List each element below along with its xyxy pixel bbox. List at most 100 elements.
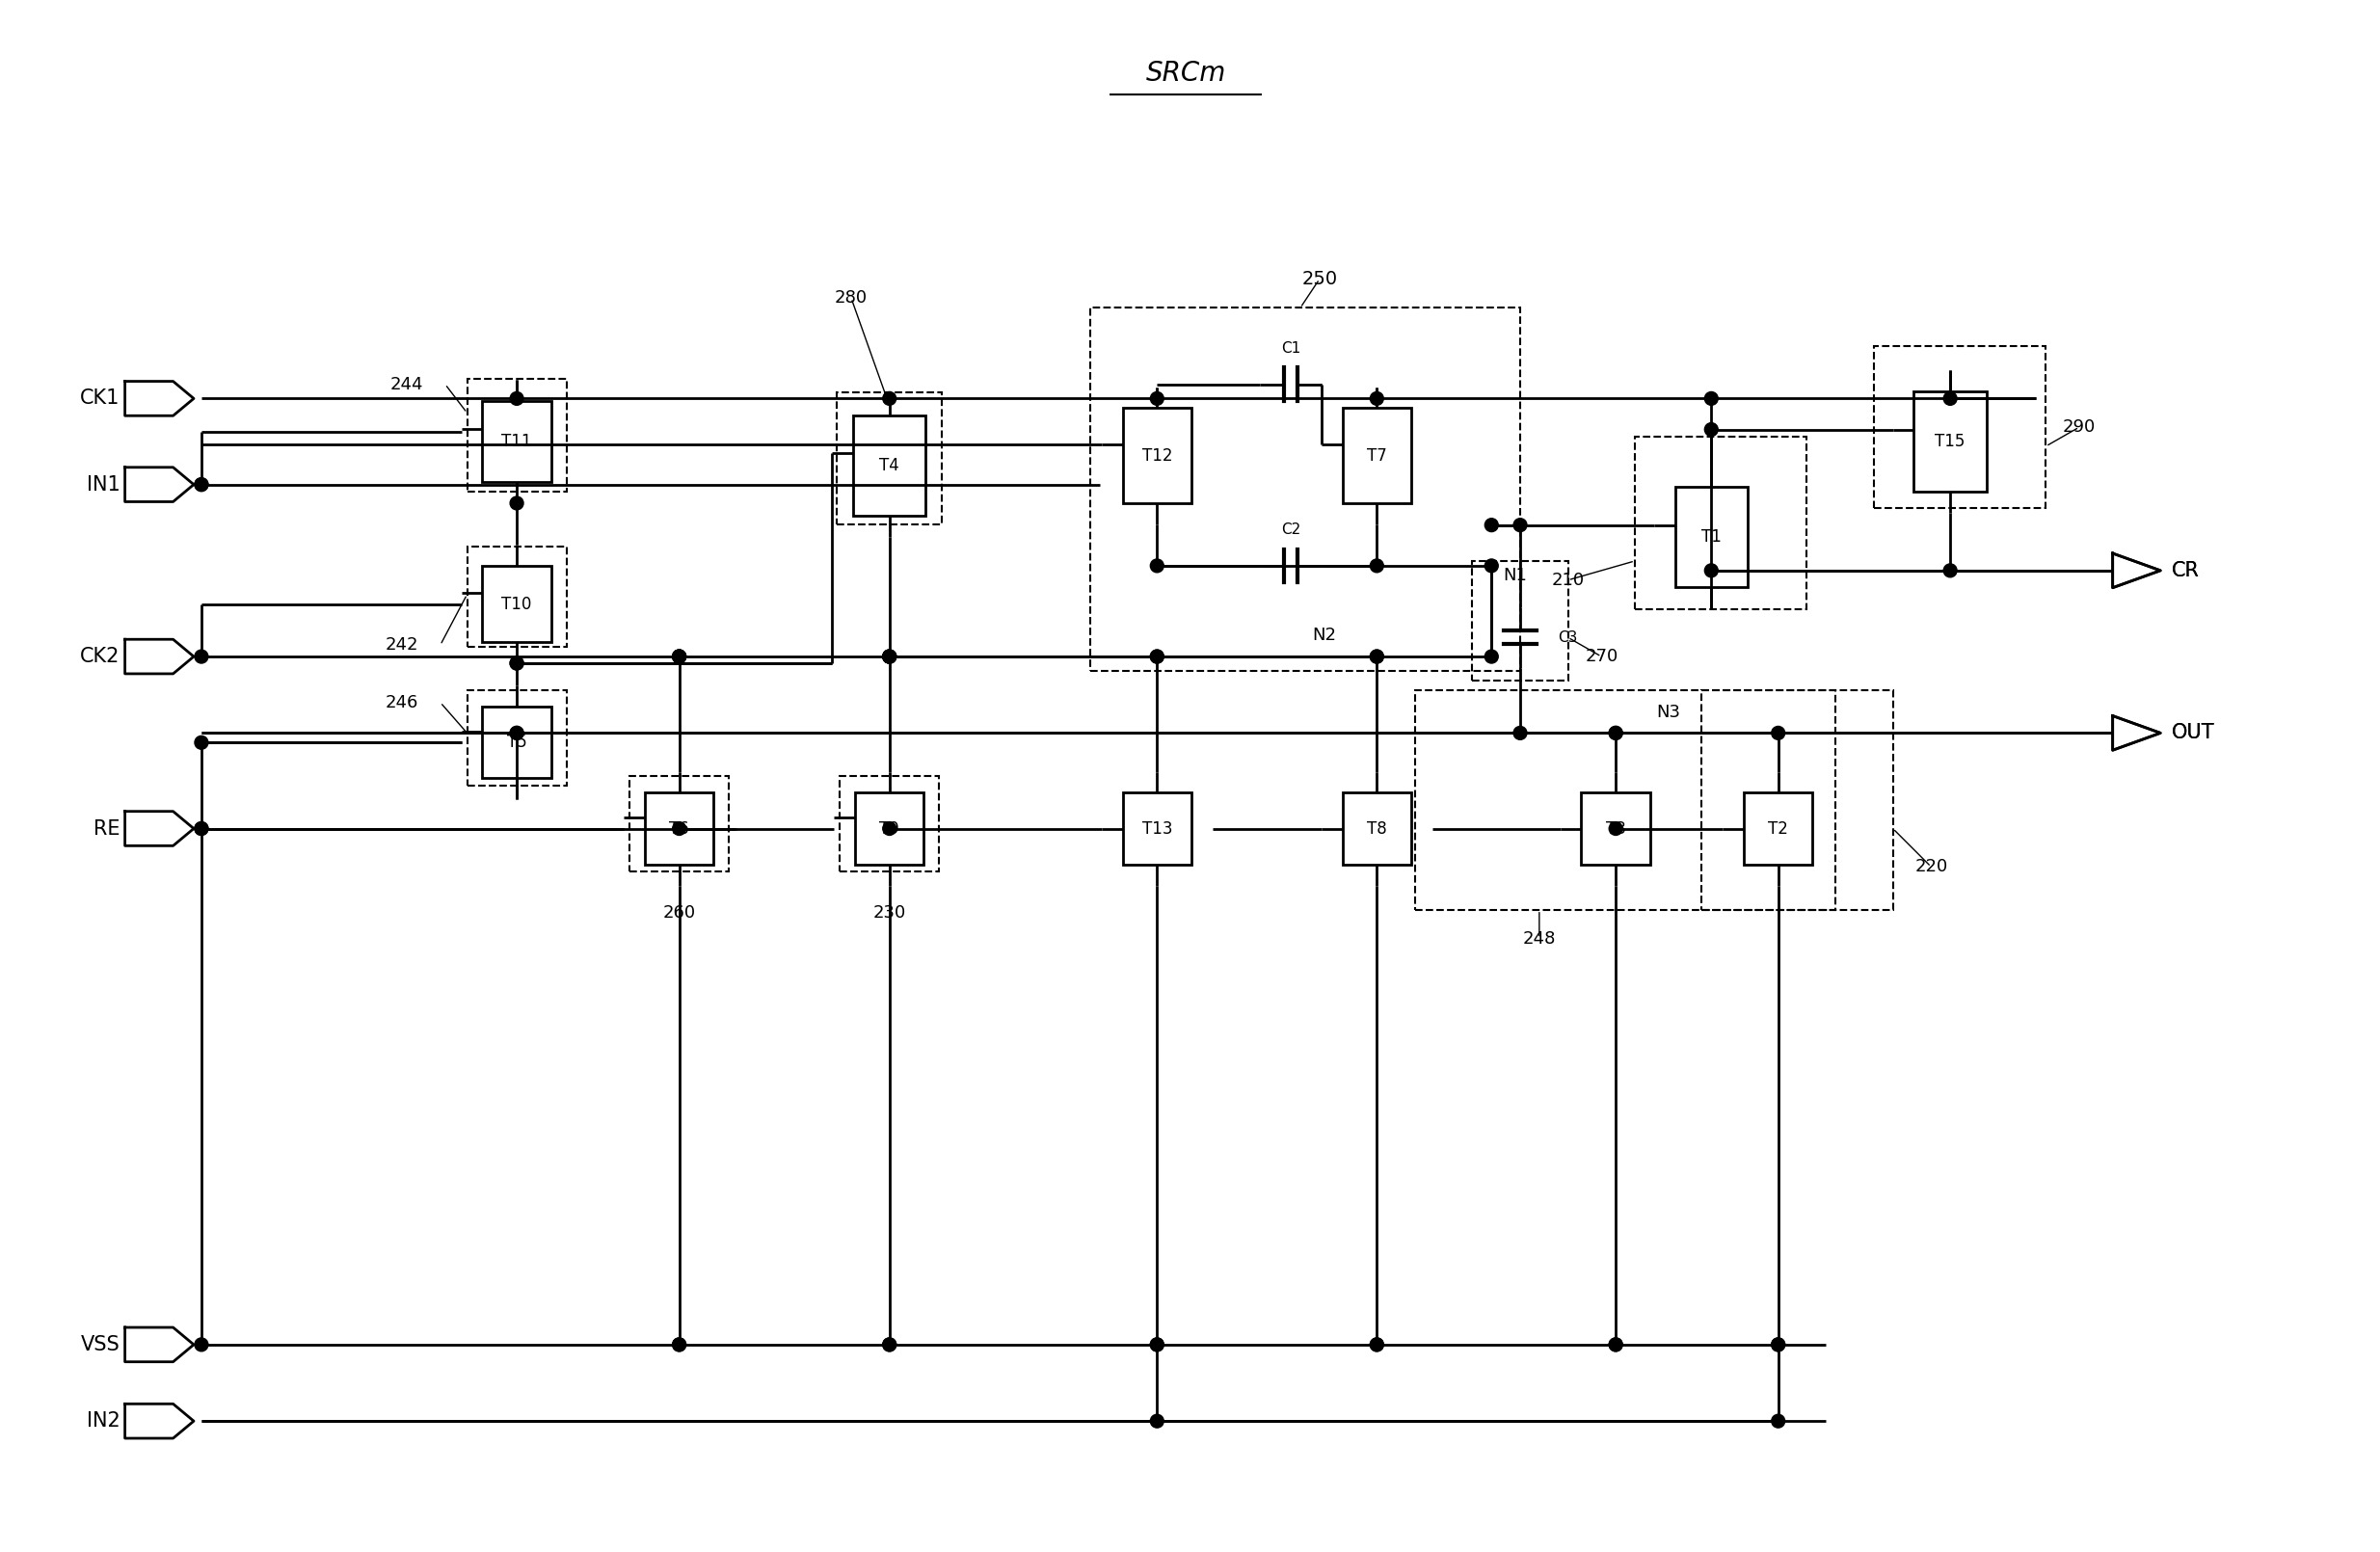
Text: CR: CR [2173, 560, 2199, 580]
Circle shape [1150, 559, 1164, 573]
Text: 250: 250 [1302, 270, 1338, 289]
Text: T2: T2 [1768, 819, 1787, 837]
Text: T8: T8 [1366, 819, 1388, 837]
Bar [466, 546, 566, 647]
Text: T7: T7 [1366, 447, 1388, 464]
Bar [840, 776, 940, 872]
Circle shape [195, 1338, 207, 1352]
Circle shape [674, 650, 685, 663]
Bar [1123, 793, 1192, 864]
Text: 220: 220 [1914, 858, 1947, 875]
Circle shape [1771, 1338, 1785, 1352]
Circle shape [1371, 1338, 1383, 1352]
Text: T13: T13 [1142, 819, 1173, 837]
Bar [1745, 793, 1814, 864]
Circle shape [509, 726, 524, 740]
Text: 290: 290 [2063, 419, 2097, 436]
Bar [483, 400, 552, 483]
Circle shape [1944, 563, 1956, 577]
Circle shape [1485, 559, 1497, 573]
Circle shape [1514, 726, 1528, 740]
Circle shape [674, 1338, 685, 1352]
Bar [483, 706, 552, 779]
Text: N1: N1 [1504, 566, 1528, 584]
Circle shape [883, 1338, 897, 1352]
Circle shape [883, 1338, 897, 1352]
Text: CR: CR [2173, 560, 2199, 580]
Circle shape [509, 391, 524, 405]
Circle shape [509, 656, 524, 670]
Text: CK2: CK2 [81, 647, 119, 666]
Circle shape [1485, 650, 1497, 663]
Text: T4: T4 [881, 456, 900, 473]
Circle shape [1609, 726, 1623, 740]
Circle shape [1485, 518, 1497, 532]
Circle shape [1371, 391, 1383, 405]
Bar [483, 566, 552, 643]
Text: T11: T11 [502, 433, 533, 450]
Circle shape [195, 823, 207, 835]
Bar [838, 393, 942, 525]
Text: 230: 230 [873, 903, 907, 922]
Circle shape [674, 650, 685, 663]
Text: OUT: OUT [2173, 723, 2216, 743]
Text: T12: T12 [1142, 447, 1173, 464]
Circle shape [674, 650, 685, 663]
Text: T9: T9 [881, 819, 900, 837]
Text: 210: 210 [1552, 571, 1585, 588]
Text: T3: T3 [1606, 819, 1626, 837]
Circle shape [883, 650, 897, 663]
Circle shape [1771, 726, 1785, 740]
Circle shape [1609, 726, 1623, 740]
Text: C1: C1 [1280, 341, 1299, 355]
Text: SRCm: SRCm [1145, 61, 1226, 87]
Text: N2: N2 [1311, 627, 1335, 644]
Circle shape [1771, 1414, 1785, 1428]
Circle shape [883, 650, 897, 663]
Circle shape [674, 823, 685, 835]
Circle shape [1371, 650, 1383, 663]
Bar [1090, 307, 1521, 670]
Circle shape [1371, 1338, 1383, 1352]
Text: 280: 280 [835, 290, 869, 307]
Text: OUT: OUT [2173, 723, 2216, 743]
Text: T6: T6 [669, 819, 690, 837]
Circle shape [1609, 1338, 1623, 1352]
Text: IN1: IN1 [86, 475, 119, 494]
Circle shape [195, 650, 207, 663]
Text: 248: 248 [1523, 930, 1557, 947]
Text: 242: 242 [386, 636, 419, 653]
Circle shape [674, 1338, 685, 1352]
Bar [1473, 560, 1568, 680]
Text: VSS: VSS [81, 1335, 119, 1355]
Circle shape [1150, 391, 1164, 405]
Text: CK1: CK1 [81, 390, 119, 408]
Text: C3: C3 [1559, 630, 1578, 644]
Circle shape [1371, 650, 1383, 663]
Bar [466, 691, 566, 785]
Bar [854, 793, 923, 864]
Bar [1342, 793, 1411, 864]
Bar [852, 416, 926, 515]
Bar [1580, 793, 1649, 864]
Circle shape [883, 650, 897, 663]
Text: T1: T1 [1702, 528, 1721, 546]
Circle shape [1150, 650, 1164, 663]
Text: T10: T10 [502, 596, 531, 613]
Bar [1914, 391, 1987, 492]
Bar [1676, 487, 1747, 587]
Bar [1635, 436, 1806, 608]
Text: C2: C2 [1280, 523, 1299, 537]
Bar [631, 776, 728, 872]
Circle shape [1150, 1338, 1164, 1352]
Bar [466, 379, 566, 492]
Text: 270: 270 [1585, 647, 1618, 666]
Text: T15: T15 [1935, 433, 1966, 450]
Text: IN2: IN2 [86, 1411, 119, 1431]
Circle shape [883, 823, 897, 835]
Bar [1416, 691, 1835, 909]
Circle shape [1771, 1338, 1785, 1352]
Text: RE: RE [93, 819, 119, 838]
Text: 246: 246 [386, 694, 419, 711]
Bar [1702, 691, 1892, 909]
